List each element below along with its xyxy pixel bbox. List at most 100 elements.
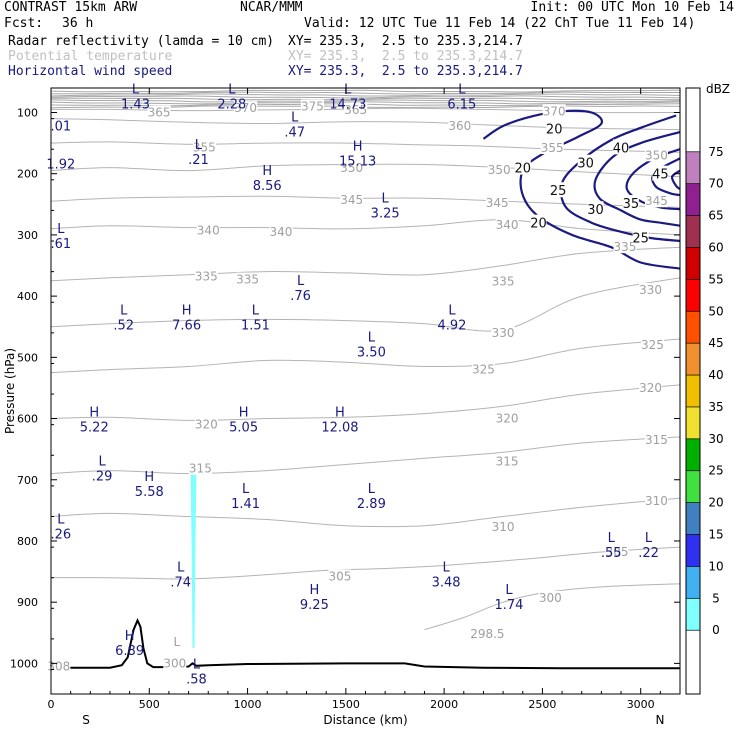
theta-contour-315: [51, 436, 680, 475]
theta-label-bg: [344, 103, 368, 117]
theta-label: 320: [496, 412, 519, 426]
theta-contour-355: [51, 141, 680, 153]
theta-label-bg: [538, 590, 562, 604]
extremum-kind-high: H: [353, 139, 363, 154]
axes: 0 500 1000 1500 2000 2500 3000 100 200 300 400 500 6…: [3, 87, 681, 727]
extremum-value: 2.89: [357, 497, 386, 512]
theta-label-bg: [639, 283, 663, 296]
theta-label: L: [173, 635, 180, 649]
theta-label: 310: [492, 520, 515, 534]
x-axis-title: Distance (km): [323, 713, 407, 727]
y-tick-label: 500: [17, 351, 38, 364]
wind-label: 20: [546, 122, 563, 137]
wind-label-bg: [546, 120, 563, 136]
wind-label-bg: [622, 195, 639, 211]
theta-label-bg: [163, 656, 187, 670]
extremum-kind-low: L: [57, 513, 65, 528]
scale-cell: [686, 151, 700, 184]
theta-label: 370: [234, 101, 257, 115]
x-tick-label: 2500: [528, 698, 556, 711]
x-tick-label: 3000: [627, 698, 655, 711]
extremum-value: 5.22: [80, 421, 109, 436]
wind-label-bg: [550, 182, 567, 198]
extremum-kind-low: L: [344, 82, 352, 97]
scale-cell: [686, 598, 700, 631]
theta-label-bg: [495, 411, 519, 425]
wind-label-bg: [577, 154, 594, 170]
wind-label: 25: [550, 184, 567, 199]
scale-label: 5: [712, 591, 720, 605]
scale-label: 50: [708, 304, 723, 318]
theta-upper-line: [51, 101, 680, 105]
theta-label-bg: [448, 118, 472, 132]
theta-label: 350: [488, 163, 511, 177]
theta-label-bg: [188, 461, 212, 475]
theta-contour-300: [424, 583, 680, 631]
theta-label: 325: [641, 338, 664, 352]
extremum-kind-low: L: [57, 222, 65, 237]
theta-label-bg: [192, 140, 216, 154]
theta-upper-line: [51, 91, 680, 95]
theta-label-bg: [605, 544, 629, 558]
theta-contour-335: [51, 246, 680, 282]
theta-label: 345: [340, 193, 363, 207]
scale-cell: [686, 247, 700, 280]
theta-label-bg: [613, 240, 637, 254]
theta-contour-360: [51, 118, 680, 131]
scale-cell: [686, 566, 700, 599]
wind-label: 45: [652, 168, 669, 183]
theta-label: 375: [301, 99, 324, 113]
extremum-value: 15.13: [339, 154, 376, 169]
scale-label: 15: [708, 528, 723, 542]
theta-contour-345: [51, 195, 680, 208]
theta-label-bg: [495, 218, 519, 232]
theta-label-bg: [236, 272, 260, 286]
x-tick-label: 500: [139, 698, 160, 711]
field-coords-theta: XY= 235.3, 2.5 to 235.3,214.7: [288, 49, 523, 64]
theta-contour-305: [51, 546, 680, 580]
extremum-kind-low: L: [193, 658, 201, 673]
extremum-value: 2.28: [217, 97, 246, 112]
theta-label: 340: [496, 218, 519, 232]
extremum-kind-high: H: [262, 164, 272, 179]
extremum-value: 5.58: [135, 485, 164, 500]
theta-label-bg: [540, 140, 564, 154]
contour-labels: 365 370 375 365 360 370 355 355 350 350 350 345 345 3…: [46, 82, 668, 687]
wind-label: 20: [530, 217, 547, 232]
theta-label: 335: [195, 270, 218, 284]
theta-upper-line: [51, 93, 680, 97]
scale-cell: [686, 119, 700, 152]
theta-label-bg: [644, 494, 668, 508]
extremum-value: .52: [113, 318, 134, 333]
scale-cell: [686, 630, 700, 663]
theta-label: 300: [539, 591, 562, 605]
extremum-value: .47: [284, 126, 305, 141]
extremum-kind-low: L: [382, 191, 390, 206]
extremum-kind-low: L: [442, 560, 450, 575]
extremum-kind-high: H: [182, 303, 192, 318]
wind-label: 30: [587, 203, 604, 218]
scale-label: 10: [708, 559, 723, 573]
x-tick-label: 0: [48, 698, 55, 711]
center-name: NCAR/MMM: [240, 0, 303, 15]
scale-cell: [686, 438, 700, 471]
extremum-value: 1.41: [231, 497, 260, 512]
theta-label-bg: [491, 325, 515, 339]
wind-label-bg: [652, 165, 669, 181]
terrain-line: [51, 618, 680, 671]
extremum-kind-high: H: [239, 406, 249, 421]
theta-label: 320: [195, 418, 218, 432]
scale-cell: [686, 662, 700, 694]
y-tick-label: 300: [17, 229, 38, 242]
x-tick-label: 2000: [430, 698, 458, 711]
extremum-kind-low: L: [458, 82, 466, 97]
wind-label-bg: [530, 214, 547, 230]
scale-cell: [686, 311, 700, 344]
theta-label-bg: [644, 194, 668, 208]
y-tick-label: 1000: [10, 657, 38, 670]
scale-label: 75: [708, 145, 723, 159]
scale-label: 55: [708, 272, 723, 286]
extremum-value: 14.73: [329, 97, 366, 112]
extremum-value: .58: [186, 673, 207, 688]
extremum-kind-low: L: [195, 138, 203, 153]
